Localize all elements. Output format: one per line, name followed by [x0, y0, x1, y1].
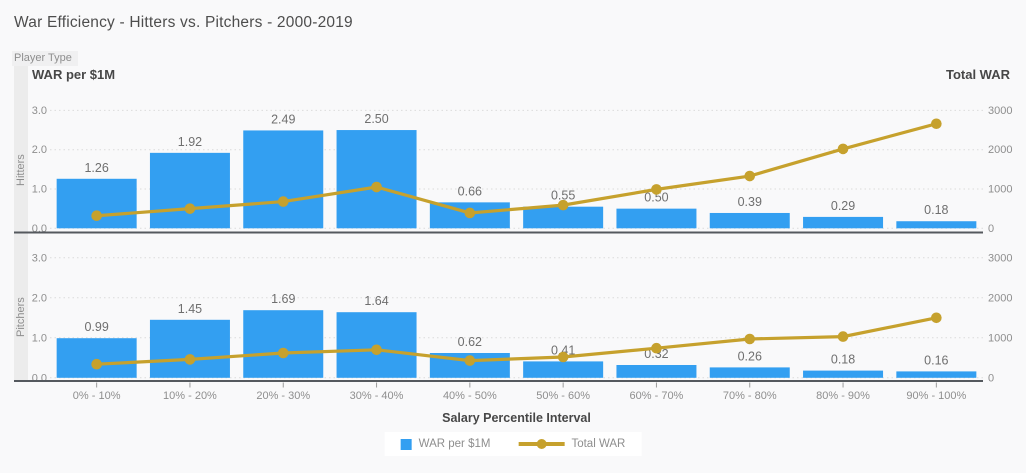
bar-hitters-7[interactable] [709, 212, 790, 229]
x-axis-tick-label: 10% - 20% [163, 390, 217, 402]
line-point-pitchers-4[interactable] [464, 355, 476, 366]
y-axis-left-tick-label: 2.0 [32, 292, 47, 304]
bar-value-label: 0.18 [831, 353, 855, 367]
line-point-hitters-9[interactable] [931, 118, 942, 130]
bar-hitters-1[interactable] [149, 152, 230, 229]
y-axis-left-tick-label: 3.0 [32, 252, 47, 264]
y-axis-right-tick-label: 3000 [988, 252, 1012, 264]
y-axis-right-tick-label: 0 [988, 372, 994, 384]
bar-value-label: 1.64 [364, 294, 388, 308]
line-point-pitchers-1[interactable] [184, 354, 196, 365]
chart-title: War Efficiency - Hitters vs. Pitchers - … [14, 14, 353, 31]
bar-value-label: 1.45 [178, 302, 202, 316]
bar-hitters-2[interactable] [243, 130, 324, 229]
line-point-pitchers-5[interactable] [557, 351, 569, 363]
bar-pitchers-2[interactable] [243, 310, 324, 378]
y-axis-right-tick-label: 1000 [988, 332, 1012, 344]
bar-value-label: 1.92 [178, 135, 202, 149]
y-axis-right-tick-label: 3000 [988, 105, 1012, 117]
bar-pitchers-7[interactable] [709, 367, 790, 378]
bar-pitchers-6[interactable] [616, 365, 697, 378]
line-point-pitchers-8[interactable] [837, 331, 849, 342]
y-axis-right-tick-label: 1000 [988, 184, 1012, 196]
y-axis-left-tick-label: 1.0 [32, 184, 47, 196]
bar-value-label: 0.99 [84, 320, 108, 334]
line-point-pitchers-9[interactable] [931, 312, 942, 324]
x-axis-tick-label: 90% - 100% [906, 390, 966, 402]
x-axis-tick-label: 20% - 30% [256, 390, 310, 402]
total-war-line-pitchers [96, 316, 937, 366]
legend-label-total-war: Total WAR [571, 438, 626, 450]
x-axis-tick-label: 70% - 80% [723, 390, 777, 402]
bar-pitchers-8[interactable] [803, 370, 884, 378]
line-point-pitchers-7[interactable] [744, 333, 756, 345]
y-axis-left-tick-label: 2.0 [32, 144, 47, 156]
line-point-hitters-6[interactable] [651, 184, 662, 195]
bar-hitters-3[interactable] [336, 130, 417, 229]
bar-value-label: 0.16 [924, 353, 948, 367]
line-point-hitters-2[interactable] [277, 196, 289, 207]
bar-value-label: 0.18 [924, 203, 948, 217]
line-point-hitters-3[interactable] [371, 181, 382, 193]
y-axis-left-tick-label: 1.0 [32, 332, 47, 344]
bar-value-label: 2.50 [364, 112, 388, 126]
bar-value-label: 2.49 [271, 112, 295, 126]
y-axis-right-tick-label: 2000 [988, 144, 1012, 156]
bar-value-label: 0.50 [644, 191, 668, 205]
legend-item-war-per-1m[interactable]: WAR per $1M [400, 438, 491, 450]
right-axis-title: Total WAR [945, 67, 1010, 82]
legend-label-war-per-1m: WAR per $1M [418, 438, 491, 450]
line-point-hitters-0[interactable] [91, 210, 102, 222]
line-point-pitchers-2[interactable] [277, 347, 289, 359]
bar-value-label: 0.39 [738, 195, 762, 209]
row-header-strip [14, 66, 28, 381]
bar-hitters-5[interactable] [523, 206, 604, 229]
line-point-hitters-4[interactable] [464, 207, 476, 219]
line-point-hitters-1[interactable] [184, 203, 196, 214]
bar-value-label: 0.32 [644, 347, 668, 361]
bar-value-label: 1.26 [84, 161, 108, 175]
x-axis-title: Salary Percentile Interval [442, 411, 591, 425]
bar-value-label: 0.62 [458, 335, 482, 349]
legend-item-total-war[interactable]: Total WAR [518, 438, 625, 450]
bar-value-label: 0.26 [738, 349, 762, 363]
bar-pitchers-0[interactable] [56, 338, 137, 378]
line-point-hitters-8[interactable] [837, 143, 849, 155]
line-point-pitchers-0[interactable] [91, 358, 102, 370]
line-point-hitters-7[interactable] [744, 170, 756, 182]
bar-hitters-9[interactable] [896, 221, 977, 229]
x-axis-tick-label: 0% - 10% [73, 390, 121, 402]
x-axis-tick-label: 60% - 70% [630, 390, 684, 402]
y-axis-left-tick-label: 3.0 [32, 105, 47, 117]
x-axis-tick-label: 80% - 90% [816, 390, 870, 402]
line-series-swatch-icon [518, 439, 565, 449]
player-type-field-label: Player Type [12, 51, 78, 66]
y-axis-left-tick-label: 0.0 [32, 372, 47, 384]
x-axis-tick-label: 30% - 40% [350, 390, 404, 402]
bar-series-swatch-icon [400, 438, 412, 450]
x-axis-tick-label: 40% - 50% [443, 390, 497, 402]
bar-value-label: 0.66 [458, 184, 482, 198]
bar-value-label: 1.69 [271, 292, 295, 306]
bar-value-label: 0.41 [551, 343, 575, 357]
bar-pitchers-5[interactable] [523, 361, 604, 378]
bar-value-label: 0.55 [551, 189, 575, 203]
x-axis-tick-label: 50% - 60% [536, 390, 590, 402]
line-point-pitchers-3[interactable] [371, 344, 382, 356]
bar-value-label: 0.29 [831, 199, 855, 213]
bar-hitters-6[interactable] [616, 208, 697, 229]
bar-pitchers-9[interactable] [896, 371, 977, 378]
bar-pitchers-1[interactable] [149, 319, 230, 378]
left-axis-title: WAR per $1M [32, 67, 116, 82]
y-axis-right-tick-label: 2000 [988, 292, 1012, 304]
total-war-line-hitters [96, 122, 937, 218]
bar-hitters-8[interactable] [803, 216, 884, 229]
line-point-hitters-5[interactable] [557, 199, 569, 211]
y-axis-right-tick-label: 0 [988, 223, 994, 235]
legend: WAR per $1M Total WAR [384, 432, 642, 456]
line-point-pitchers-6[interactable] [651, 342, 662, 354]
